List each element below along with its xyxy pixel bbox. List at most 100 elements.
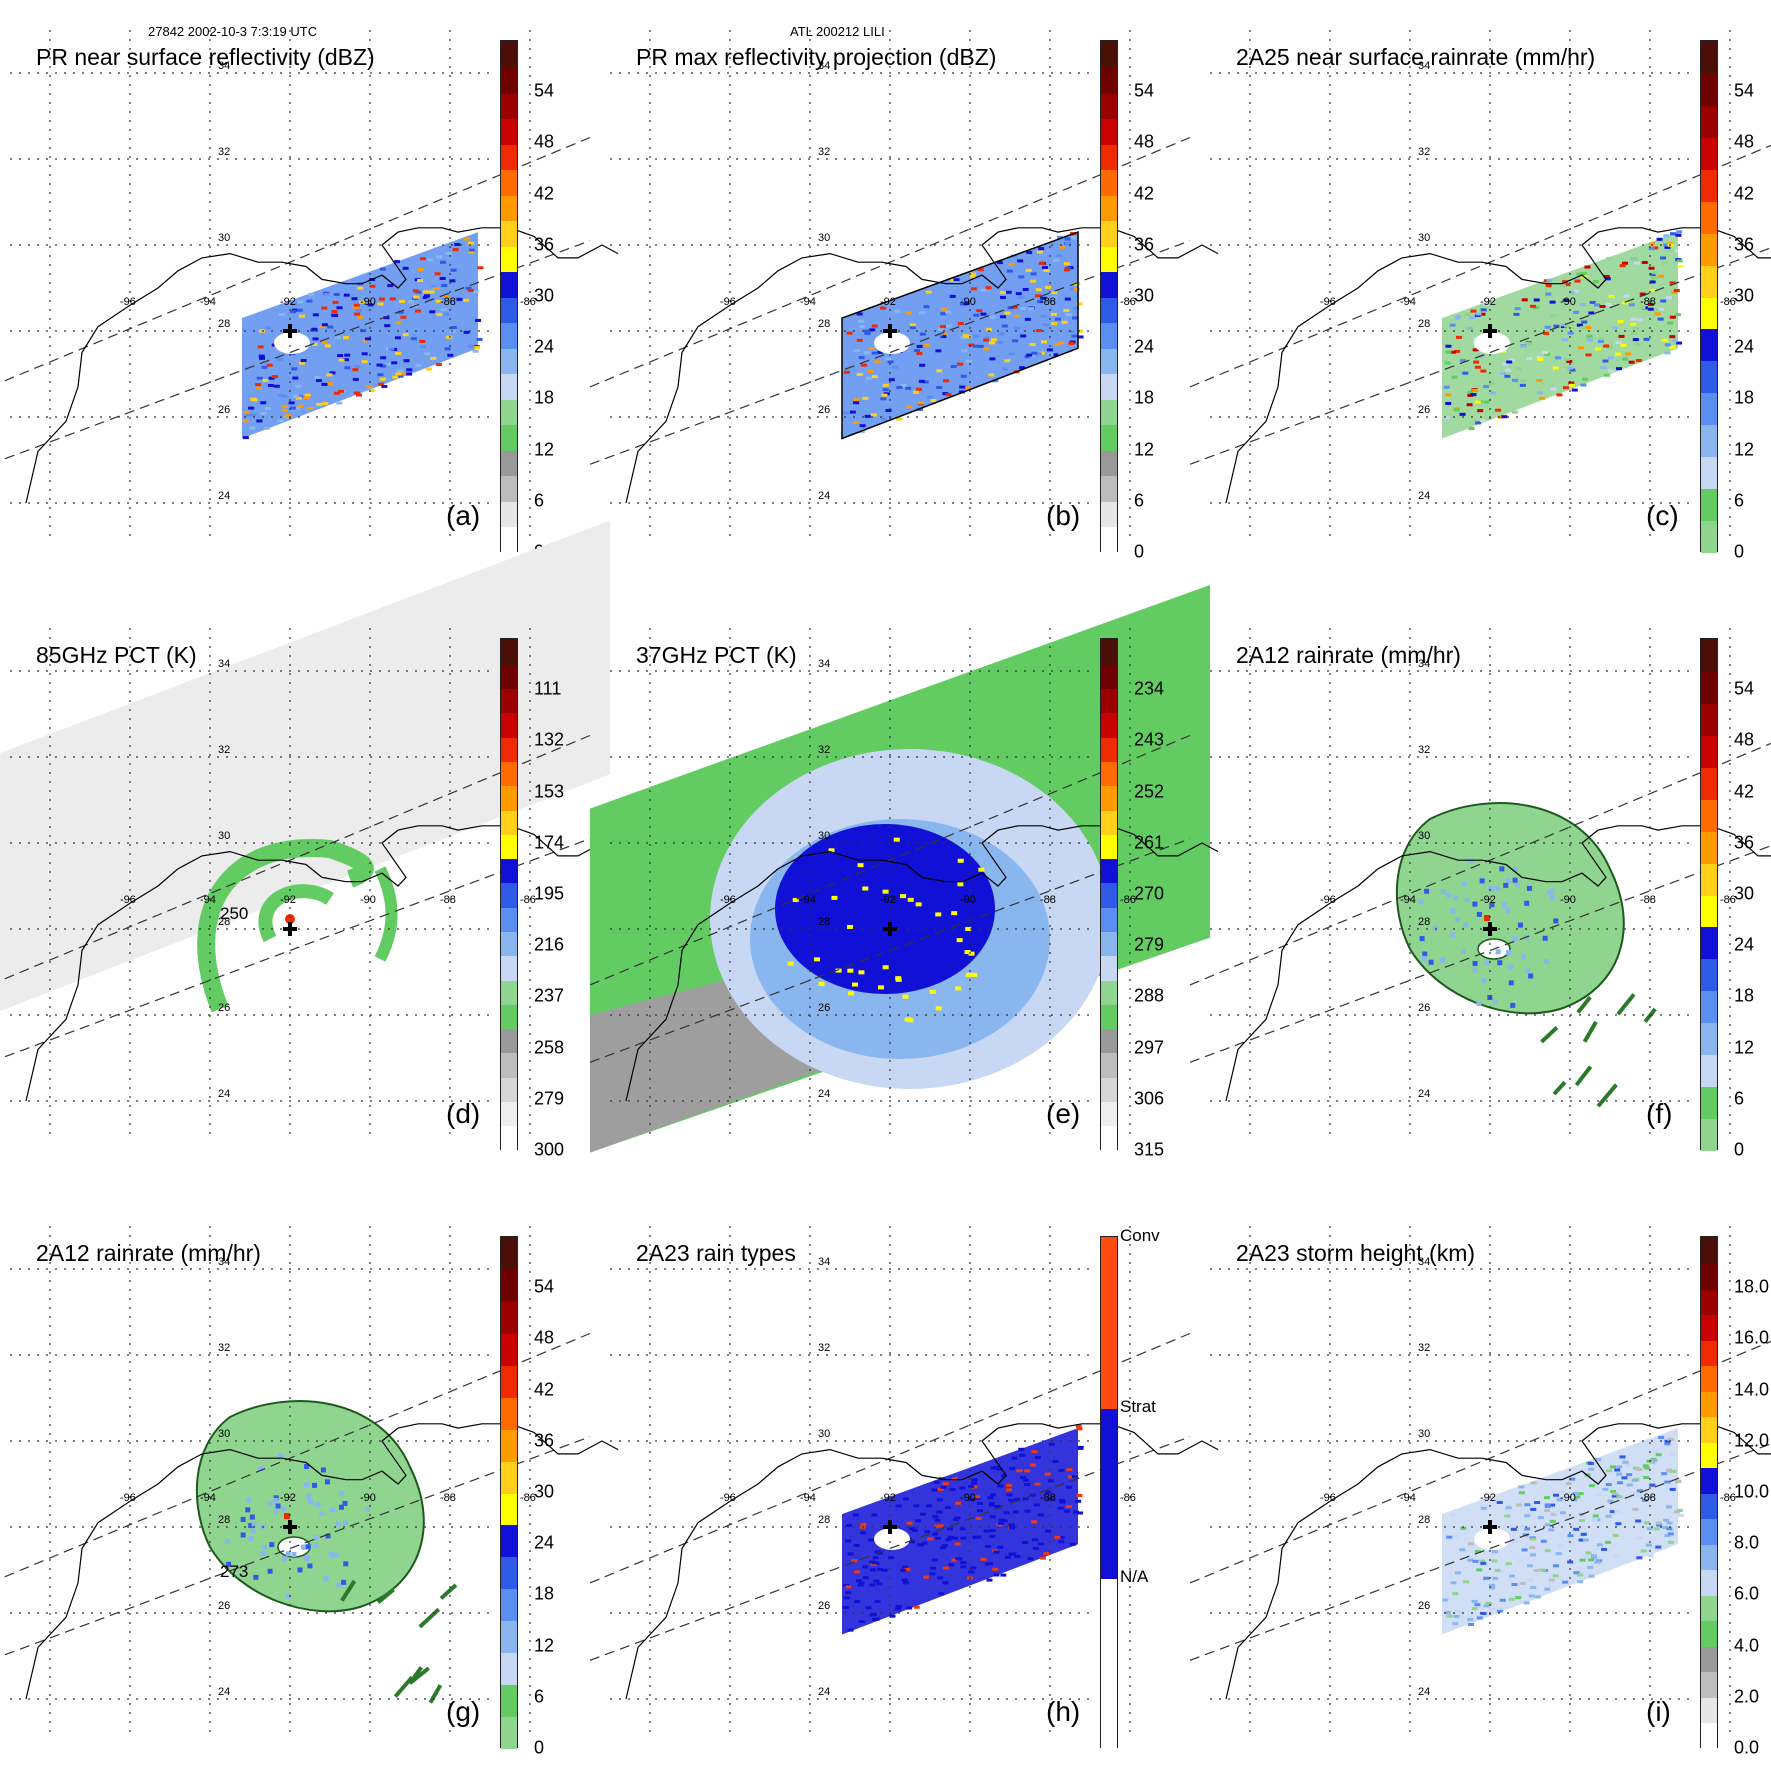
heavy-rain-pixel [342, 1520, 348, 1526]
pr-pixel [377, 373, 384, 377]
colorbar-segment [501, 1003, 517, 1030]
latitude-label: 26 [818, 1600, 830, 1612]
pr-pixel [1661, 1472, 1668, 1476]
pr-pixel [894, 309, 901, 313]
pr-pixel [468, 344, 475, 348]
pr-pixel [1594, 1560, 1601, 1564]
colorbar-segment [1101, 1124, 1117, 1151]
outer-band-fragment [1616, 993, 1636, 1016]
pr-pixel [338, 389, 345, 393]
data-field [841, 231, 1084, 440]
pr-pixel [377, 302, 384, 306]
pr-pixel [1005, 290, 1012, 294]
panel-letter: (i) [1646, 1696, 1671, 1727]
heavy-rain-pixel [320, 1467, 326, 1473]
colorbar-tick-label: 54 [534, 1276, 555, 1297]
longitude-label: -96 [720, 1492, 736, 1504]
outer-band-fragment [1540, 1026, 1559, 1044]
pr-pixel [1051, 296, 1058, 300]
pr-pixel [951, 1558, 958, 1562]
pr-pixel [851, 1559, 858, 1563]
pr-pixel [446, 335, 453, 339]
pr-pixel [1472, 1559, 1479, 1563]
pr-pixel [1573, 1571, 1580, 1575]
colorbar-segment [501, 1300, 517, 1335]
pr-pixel [1066, 1468, 1073, 1472]
pr-pixel [361, 352, 368, 356]
pr-pixel [1009, 1466, 1016, 1470]
colorbar-tick-label: 195 [534, 883, 565, 904]
pr-pixel [932, 1532, 939, 1536]
pr-pixel [931, 1558, 938, 1562]
latitude-label: 30 [218, 1428, 230, 1440]
pr-pixel [1631, 1478, 1638, 1482]
pr-pixel [1521, 298, 1528, 302]
pr-pixel [1480, 308, 1487, 312]
peak-rain-pixel [284, 1513, 290, 1519]
colorbar-segment [501, 1027, 517, 1054]
pr-pixel [1058, 1468, 1065, 1472]
colorbar-segment [501, 270, 517, 298]
heavy-rain-pixel [335, 1521, 341, 1527]
pr-pixel [1560, 1511, 1567, 1515]
pr-pixel [952, 1518, 959, 1522]
pr-pixel [980, 1557, 987, 1561]
pr-pixel [941, 332, 948, 336]
pr-pixel [1664, 1442, 1671, 1446]
outer-band-fragment [376, 1588, 395, 1605]
pr-pixel [1514, 307, 1521, 311]
pr-pixel [1452, 1592, 1459, 1596]
pr-pixel [916, 1543, 923, 1547]
pr-pixel [1588, 311, 1595, 315]
pr-pixel [1456, 335, 1463, 339]
pr-pixel [869, 1583, 876, 1587]
heavy-rain-pixel [1497, 960, 1503, 966]
pr-pixel [856, 312, 863, 316]
swath-edge-north [0, 734, 591, 982]
pr-pixel [1051, 291, 1058, 295]
pr-pixel [855, 1579, 862, 1583]
pr-pixel [1562, 1580, 1569, 1584]
pr-pixel [336, 306, 343, 310]
pr-pixel [1525, 342, 1532, 346]
colorbar-tick-label: 12.0 [1734, 1430, 1770, 1451]
pr-pixel [1449, 323, 1456, 327]
colorbar-segment [501, 833, 517, 860]
colorbar-tick-label: 6 [534, 1686, 545, 1707]
pr-pixel [980, 312, 987, 316]
colorbar [1700, 40, 1718, 553]
pr-pixel [1605, 303, 1612, 307]
colorbar-segment [501, 1619, 517, 1653]
pr-pixel [919, 332, 926, 336]
yellow-pixel [935, 1006, 942, 1011]
pr-pixel [994, 1505, 1001, 1509]
pr-pixel [1530, 1586, 1537, 1590]
colorbar-segment [1101, 1076, 1117, 1102]
pr-pixel [1508, 1597, 1515, 1601]
pr-pixel [1595, 1493, 1602, 1497]
pr-pixel [1004, 1555, 1011, 1559]
pr-pixel [1502, 362, 1509, 366]
colorbar-tick-label: 24 [534, 1532, 555, 1553]
pr-pixel [1616, 1495, 1623, 1499]
pr-pixel [1444, 361, 1451, 365]
pr-pixel [870, 1562, 877, 1566]
colorbar-segment [1701, 1262, 1717, 1290]
inner-eyewall [258, 884, 334, 943]
pr-pixel [1444, 1611, 1451, 1615]
heavy-rain-pixel [339, 1490, 345, 1496]
yellow-pixel [965, 972, 972, 977]
pr-pixel [1076, 1494, 1083, 1498]
pr-pixel [406, 372, 413, 376]
pr-pixel [874, 360, 881, 364]
pr-pixel [869, 1568, 876, 1572]
pr-pixel [1071, 1475, 1078, 1479]
pr-pixel [1008, 1552, 1015, 1556]
pr-pixel [1022, 1497, 1029, 1501]
pr-pixel [1536, 391, 1543, 395]
pr-pixel [947, 1535, 954, 1539]
longitude-label: -92 [880, 1492, 896, 1504]
pr-pixel [997, 1521, 1004, 1525]
